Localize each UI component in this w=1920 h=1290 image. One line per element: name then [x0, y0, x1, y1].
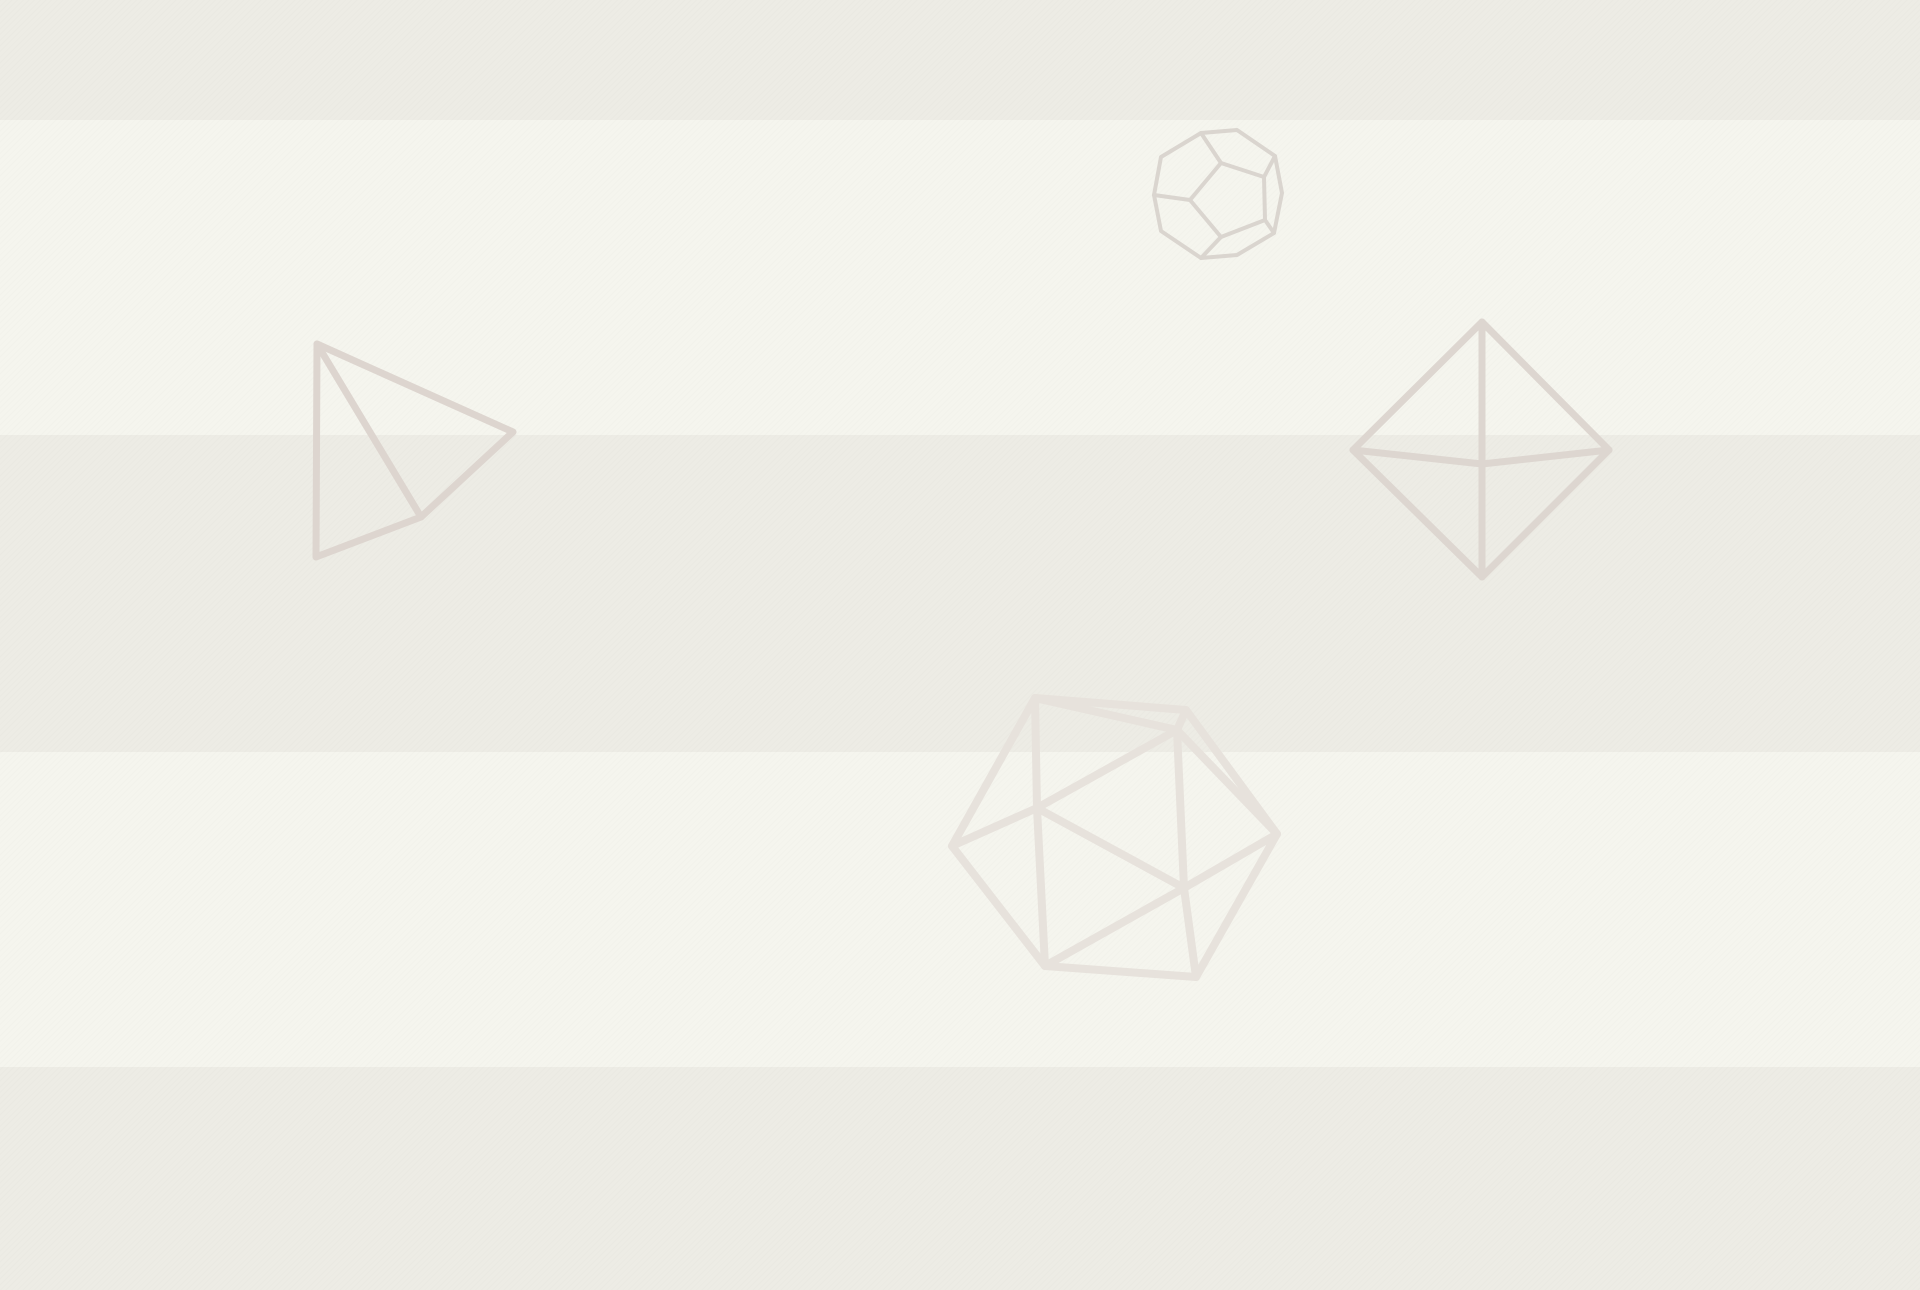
background-band-4	[0, 752, 1920, 1067]
icosahedron-icon	[948, 694, 1281, 981]
background-band-1	[0, 0, 1920, 120]
dodecahedron-icon	[1152, 128, 1284, 260]
background-band-5	[0, 1067, 1920, 1290]
tetrahedron-icon	[312, 340, 517, 561]
octahedron-icon	[1349, 318, 1613, 581]
background-band-3	[0, 435, 1920, 752]
